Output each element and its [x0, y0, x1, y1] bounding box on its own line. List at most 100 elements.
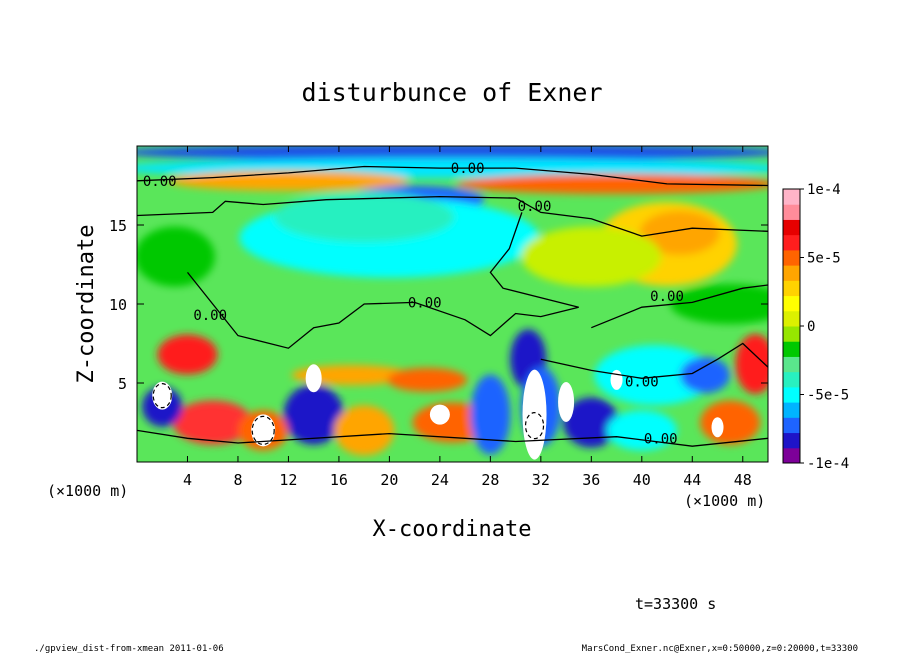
out-of-range-patch: [152, 381, 173, 410]
heatmap-blob: [521, 226, 662, 287]
heatmap-blob: [334, 405, 395, 456]
heatmap-blob: [670, 284, 768, 324]
heatmap-blob: [679, 357, 730, 394]
contour-label: 0.00: [193, 308, 227, 324]
heatmap-blob: [606, 410, 677, 451]
contour-label: 0.00: [650, 289, 684, 305]
negative-contour: [251, 415, 275, 445]
y-tick-label: 10: [109, 296, 127, 314]
heatmap-blob: [700, 400, 761, 445]
heatmap-blob: [387, 367, 468, 392]
heatmap-blob: [137, 146, 768, 162]
x-unit-left: (×1000 m): [47, 482, 128, 500]
colorbar-swatch: [783, 295, 800, 312]
colorbar-swatch: [783, 310, 800, 327]
colorbar-swatch: [783, 280, 800, 297]
plot-area: [137, 146, 768, 462]
colorbar-swatch: [783, 386, 800, 403]
out-of-range-patch: [711, 417, 724, 438]
contour-line: [591, 284, 768, 329]
negative-contour: [152, 383, 172, 409]
contour-line: [137, 429, 768, 447]
colorbar-labels: 1e-4 5e-5 0 -5e-5 -1e-4: [800, 182, 849, 472]
colorbar-swatch: [783, 234, 800, 251]
colorbar-swatch: [783, 432, 800, 449]
heatmap-blob: [456, 173, 768, 194]
heatmap-blob: [639, 210, 720, 255]
x-tick-label: 40: [633, 471, 651, 489]
contour-label: 0.00: [625, 374, 659, 390]
out-of-range-patch: [429, 404, 450, 425]
colorbar-swatch: [783, 417, 800, 434]
colorbar-label: 1e-4: [807, 182, 841, 198]
colorbar-swatch: [783, 249, 800, 266]
heatmap-blob: [137, 226, 215, 287]
x-tick-label: 36: [582, 471, 600, 489]
x-tick-label: 20: [380, 471, 398, 489]
contour-line: [137, 165, 768, 187]
contour-line: [540, 342, 768, 379]
colorbar-swatch: [783, 219, 800, 236]
heatmap-blob: [563, 397, 620, 448]
contour-label: 0.00: [451, 161, 485, 177]
out-of-range-patch: [610, 369, 623, 390]
contour-label: 0.00: [143, 174, 177, 190]
contour-label: 0.00: [644, 431, 678, 447]
colorbar: [782, 188, 801, 464]
contour-labels: 0.00 0.00 0.00 0.00 0.00 0.00 0.00 0.00: [143, 161, 684, 447]
out-of-range-patch: [522, 369, 547, 460]
time-label: t=33300 s: [635, 595, 716, 613]
y-tick-label: 5: [118, 375, 127, 393]
x-tick-label: 44: [683, 471, 701, 489]
x-tick-label: 4: [183, 471, 192, 489]
colorbar-swatch: [783, 402, 800, 418]
colorbar-label: -5e-5: [807, 388, 849, 404]
colorbar-swatch: [783, 204, 800, 220]
contour-label: 0.00: [408, 295, 442, 311]
heatmap-blob: [283, 384, 344, 445]
x-tick-label: 24: [431, 471, 449, 489]
x-tick-label: 28: [481, 471, 499, 489]
heatmap-blob: [594, 345, 715, 406]
y-tick-label: 15: [109, 217, 127, 235]
heatmap-blob: [168, 170, 409, 191]
x-axis: 4 8 12 16 20 24 28 32 36 40 44 48: [183, 146, 752, 489]
colorbar-swatch: [783, 326, 800, 342]
contour-label: 0.00: [518, 199, 552, 215]
contour-line: [186, 212, 579, 349]
x-unit-right: (×1000 m): [684, 492, 765, 510]
y-axis: 5 10 15: [109, 217, 768, 393]
x-tick-label: 8: [233, 471, 242, 489]
out-of-range-patch: [558, 381, 575, 422]
colorbar-swatch: [783, 447, 800, 464]
out-of-range-patch: [251, 414, 276, 447]
x-tick-label: 16: [330, 471, 348, 489]
heatmap-field: [137, 146, 768, 456]
x-tick-label: 48: [734, 471, 752, 489]
colorbar-swatch: [783, 189, 800, 205]
out-of-range-patch: [305, 364, 322, 393]
x-tick-label: 12: [279, 471, 297, 489]
x-tick-label: 32: [532, 471, 550, 489]
colorbar-swatch: [783, 265, 800, 281]
negative-contour: [524, 412, 545, 440]
contour-line: [137, 195, 768, 237]
chart-title: disturbunce of Exner: [301, 78, 602, 107]
heatmap-blob: [274, 192, 455, 243]
colorbar-swatch: [783, 341, 800, 357]
footer-left: ./gpview_dist-from-xmean 2011-01-06: [34, 644, 224, 654]
colorbar-label: -1e-4: [807, 456, 849, 472]
colorbar-label: 0: [807, 319, 815, 335]
heatmap-blob: [172, 400, 253, 445]
colorbar-label: 5e-5: [807, 251, 841, 267]
footer-right: MarsCond_Exner.nc@Exner,x=0:50000,z=0:20…: [582, 644, 858, 654]
x-axis-label: X-coordinate: [373, 517, 532, 542]
heatmap-blob: [157, 334, 218, 375]
heatmap-blob: [470, 374, 511, 455]
colorbar-swatch: [783, 371, 800, 388]
heatmap-blob: [735, 334, 768, 395]
zero-contours: [137, 165, 768, 460]
colorbar-swatch: [783, 356, 800, 373]
y-axis-label: Z-coordinate: [74, 225, 99, 384]
